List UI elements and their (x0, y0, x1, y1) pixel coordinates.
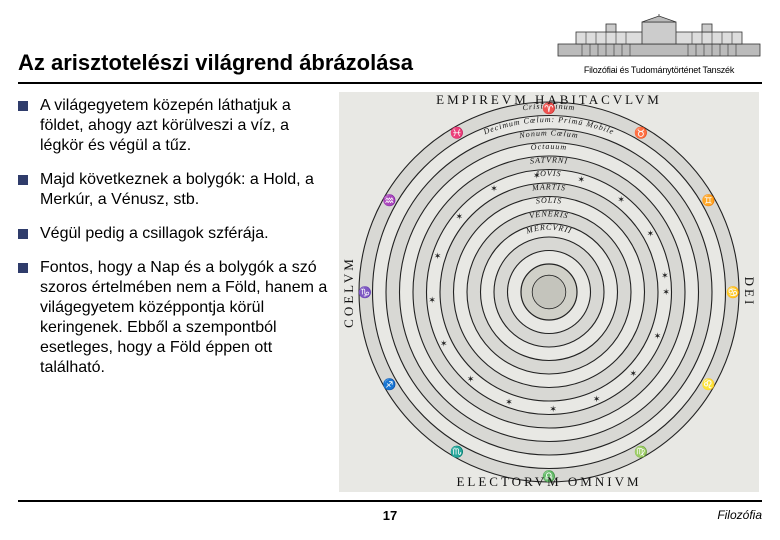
svg-text:COELVM: COELVM (341, 256, 356, 328)
concentric-spheres-icon: MERCVRIIVENERISSOLISMARTISIOVISSATVRNIOc… (339, 92, 759, 492)
svg-text:✶: ✶ (654, 331, 662, 341)
svg-text:✶: ✶ (467, 374, 475, 384)
footer-rule (18, 500, 762, 502)
svg-text:✶: ✶ (617, 195, 625, 205)
bullet-list: A világegyetem közepén láthatjuk a földe… (18, 96, 328, 392)
svg-text:♒: ♒ (383, 194, 397, 207)
svg-text:✶: ✶ (662, 287, 670, 297)
svg-text:MARTIS: MARTIS (530, 182, 566, 192)
building-logo-icon (556, 14, 762, 60)
cosmology-diagram: MERCVRIIVENERISSOLISMARTISIOVISSATVRNIOc… (336, 92, 762, 492)
svg-text:♑: ♑ (358, 286, 372, 299)
svg-text:✶: ✶ (440, 338, 448, 348)
bullet-text: Majd következnek a bolygók: a Hold, a Me… (40, 170, 328, 210)
bullet-square-icon (18, 229, 28, 239)
title-underline (18, 82, 762, 84)
svg-text:♐: ♐ (383, 378, 397, 391)
svg-text:✶: ✶ (456, 212, 464, 222)
svg-text:✶: ✶ (549, 404, 557, 414)
bullet-text: Fontos, hogy a Nap és a bolygók a szó sz… (40, 258, 328, 378)
svg-text:ELECTORVM OMNIVM: ELECTORVM OMNIVM (456, 474, 641, 489)
slide-body: A világegyetem közepén láthatjuk a földe… (18, 92, 762, 502)
slide-header: Az arisztotelészi világrend ábrázolása (18, 14, 762, 84)
svg-text:✶: ✶ (629, 368, 637, 378)
bullet-square-icon (18, 175, 28, 185)
svg-text:✶: ✶ (533, 171, 541, 181)
list-item: A világegyetem közepén láthatjuk a földe… (18, 96, 328, 156)
slide-footer: 17 Filozófia (18, 500, 762, 530)
svg-text:♓: ♓ (450, 127, 464, 140)
list-item: Majd következnek a bolygók: a Hold, a Me… (18, 170, 328, 210)
svg-text:SATVRNI: SATVRNI (529, 155, 568, 165)
svg-text:♍: ♍ (634, 445, 648, 458)
bullet-text: Végül pedig a csillagok szférája. (40, 224, 269, 244)
header-logo-block: Filozófiai és Tudománytörténet Tanszék (556, 14, 762, 75)
svg-text:EMPIREVM HABITACVLVM: EMPIREVM HABITACVLVM (436, 92, 662, 107)
footer-right-text: Filozófia (717, 508, 762, 522)
svg-text:♏: ♏ (450, 445, 464, 458)
svg-text:✶: ✶ (434, 251, 442, 261)
svg-text:♊: ♊ (701, 194, 715, 207)
bullet-square-icon (18, 101, 28, 111)
department-label: Filozófiai és Tudománytörténet Tanszék (556, 65, 762, 75)
svg-text:✶: ✶ (578, 174, 586, 184)
bullet-square-icon (18, 263, 28, 273)
page-number: 17 (383, 508, 397, 523)
svg-text:✶: ✶ (661, 271, 669, 281)
svg-text:✶: ✶ (428, 295, 436, 305)
svg-text:✶: ✶ (490, 184, 498, 194)
list-item: Fontos, hogy a Nap és a bolygók a szó sz… (18, 258, 328, 378)
slide-title: Az arisztotelészi világrend ábrázolása (18, 50, 413, 76)
svg-text:✶: ✶ (593, 394, 601, 404)
bullet-text: A világegyetem közepén láthatjuk a földe… (40, 96, 328, 156)
svg-text:♋: ♋ (726, 286, 740, 299)
svg-text:♉: ♉ (634, 127, 648, 140)
svg-text:✶: ✶ (647, 228, 655, 238)
svg-text:Octauum: Octauum (530, 142, 568, 152)
svg-text:✶: ✶ (505, 397, 513, 407)
svg-text:DEI: DEI (742, 277, 757, 308)
list-item: Végül pedig a csillagok szférája. (18, 224, 328, 244)
slide-root: Az arisztotelészi világrend ábrázolása (0, 0, 780, 540)
svg-text:SOLIS: SOLIS (535, 196, 562, 206)
svg-text:♌: ♌ (701, 378, 715, 391)
